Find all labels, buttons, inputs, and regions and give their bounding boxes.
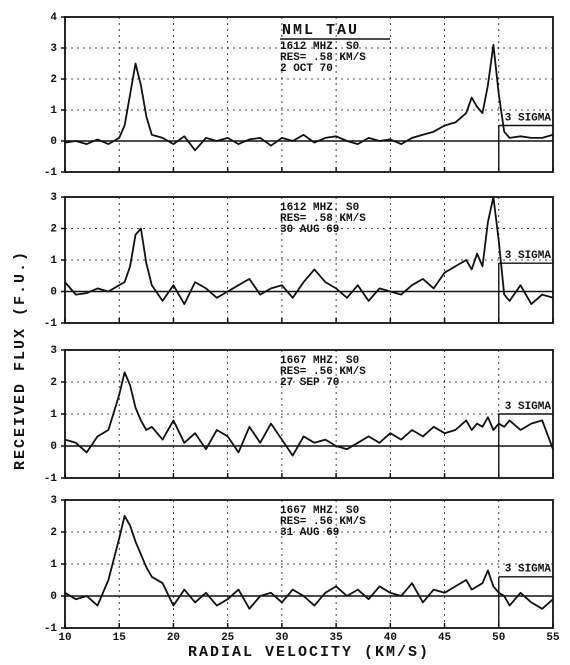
x-tick-label: 25: [221, 632, 235, 644]
y-tick-label: 0: [50, 286, 57, 298]
annotation: 31 AUG 69: [280, 527, 339, 539]
y-tick-label: 3: [50, 192, 57, 204]
x-tick-label: 50: [492, 632, 505, 644]
y-tick-label: 2: [50, 527, 57, 539]
y-tick-label: 1: [50, 255, 57, 267]
annotation: RES= .56 KM/S: [280, 366, 366, 378]
y-tick-label: 0: [50, 136, 57, 148]
y-tick-label: 1: [50, 409, 57, 421]
y-tick-label: 3: [50, 43, 57, 55]
x-tick-label: 15: [113, 632, 127, 644]
plot-frame: [64, 196, 554, 324]
x-tick-label: 30: [275, 632, 288, 644]
annotation: 1612 MHZ. S0: [280, 41, 359, 53]
annotation: 1667 MHZ. S0: [280, 505, 359, 517]
y-tick-label: 4: [50, 12, 57, 24]
annotation: RES= .58 KM/S: [280, 213, 366, 225]
y-tick-label: 1: [50, 559, 57, 571]
annotation: 2 OCT 70: [280, 63, 333, 75]
panel-title: NML TAU: [282, 22, 359, 39]
x-tick-label: 55: [546, 632, 560, 644]
sigma-label: 3 SIGMA: [505, 401, 552, 413]
sigma-label: 3 SIGMA: [505, 112, 552, 124]
y-tick-label: 3: [50, 495, 57, 507]
x-tick-label: 10: [58, 632, 71, 644]
x-axis-label: RADIAL VELOCITY (KM/S): [188, 644, 430, 661]
y-tick-label: 2: [50, 74, 57, 86]
y-tick-label: -1: [44, 167, 58, 179]
y-tick-label: 2: [50, 377, 57, 389]
annotation: 27 SEP 70: [280, 377, 339, 389]
x-tick-label: 35: [330, 632, 344, 644]
x-tick-label: 45: [438, 632, 452, 644]
y-tick-label: -1: [44, 473, 58, 485]
y-tick-label: -1: [44, 318, 58, 330]
y-tick-label: 1: [50, 105, 57, 117]
y-tick-label: 0: [50, 441, 57, 453]
annotation: 1667 MHZ. S0: [280, 355, 359, 367]
spectrum-line: [64, 371, 554, 457]
annotation: RES= .56 KM/S: [280, 516, 366, 528]
plot-frame: [64, 499, 554, 629]
annotation: RES= .58 KM/S: [280, 52, 366, 64]
y-tick-label: 3: [50, 345, 57, 357]
spectrum-line: [64, 44, 554, 152]
x-tick-label: 20: [167, 632, 180, 644]
plot-frame: [64, 16, 554, 173]
sigma-label: 3 SIGMA: [505, 250, 552, 262]
spectrum-line: [64, 196, 554, 305]
x-tick-label: 40: [384, 632, 397, 644]
y-tick-label: 2: [50, 223, 57, 235]
y-tick-label: 0: [50, 591, 57, 603]
spectrum-line: [64, 515, 554, 610]
annotation: 1612 MHZ. S0: [280, 202, 359, 214]
y-axis-label: RECEIVED FLUX (F.U.): [12, 250, 29, 470]
annotation: 30 AUG 69: [280, 224, 339, 236]
y-tick-label: -1: [44, 623, 58, 635]
sigma-label: 3 SIGMA: [505, 564, 552, 576]
